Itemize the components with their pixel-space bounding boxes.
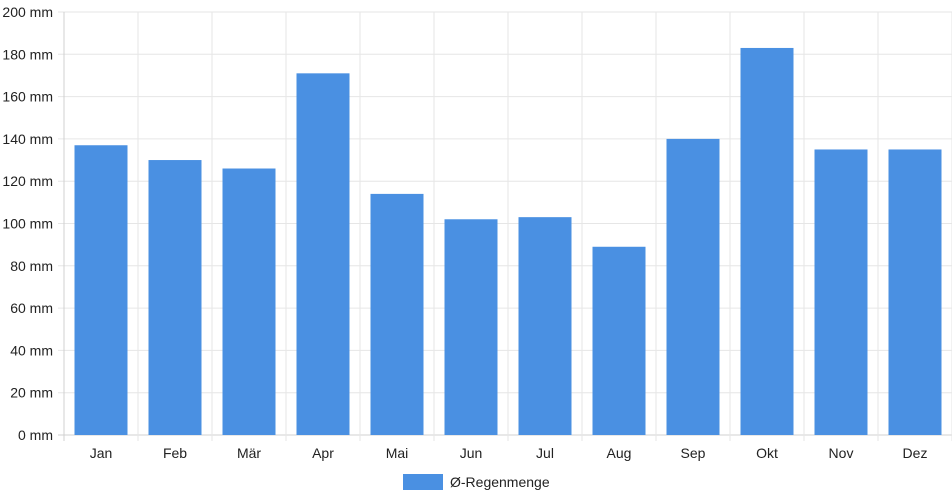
x-tick-label: Aug <box>607 445 632 461</box>
legend-swatch[interactable] <box>403 474 443 490</box>
y-tick-label: 160 mm <box>2 89 53 105</box>
bar-sep <box>666 138 720 435</box>
bar-apr <box>296 73 350 436</box>
x-tick-label: Jun <box>460 445 483 461</box>
x-tick-label: Feb <box>163 445 187 461</box>
bars <box>74 47 942 436</box>
y-tick-label: 40 mm <box>10 342 53 358</box>
bar-jan <box>74 145 128 435</box>
bar-mai <box>370 193 424 435</box>
y-tick-label: 140 mm <box>2 131 53 147</box>
bar-jun <box>444 219 498 435</box>
x-tick-label: Mai <box>386 445 409 461</box>
x-tick-label: Dez <box>903 445 928 461</box>
x-tick-label: Jan <box>90 445 113 461</box>
y-tick-label: 120 mm <box>2 173 53 189</box>
y-tick-label: 180 mm <box>2 46 53 62</box>
bar-okt <box>740 47 794 436</box>
x-tick-label: Nov <box>829 445 854 461</box>
bar-mär <box>222 168 276 435</box>
bar-feb <box>148 160 202 436</box>
y-tick-label: 20 mm <box>10 385 53 401</box>
x-tick-label: Jul <box>536 445 554 461</box>
x-tick-label: Mär <box>237 445 261 461</box>
x-tick-label: Apr <box>312 445 334 461</box>
y-tick-label: 80 mm <box>10 258 53 274</box>
bar-jul <box>518 217 572 435</box>
legend[interactable]: Ø-Regenmenge <box>403 474 550 490</box>
bar-dez <box>888 149 942 435</box>
bar-aug <box>592 246 646 435</box>
y-axis-ticks: 0 mm 20 mm 40 mm 60 mm 80 mm 100 mm 120 mm 140 … <box>2 4 53 443</box>
y-tick-label: 200 mm <box>2 4 53 20</box>
legend-label[interactable]: Ø-Regenmenge <box>450 474 550 490</box>
y-tick-label: 100 mm <box>2 216 53 232</box>
x-axis-ticks: Jan Feb Mär Apr Mai Jun Jul Aug Sep Okt Nov Dez <box>90 445 928 461</box>
bar-nov <box>814 149 868 435</box>
grid-lines <box>58 11 952 441</box>
x-tick-label: Sep <box>681 445 706 461</box>
y-tick-label: 0 mm <box>18 427 53 443</box>
x-tick-label: Okt <box>756 445 778 461</box>
y-tick-label: 60 mm <box>10 300 53 316</box>
